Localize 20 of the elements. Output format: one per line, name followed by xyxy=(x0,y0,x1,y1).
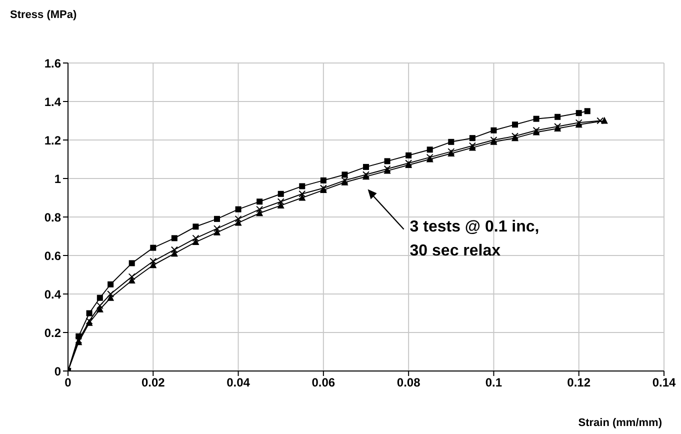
y-axis-title: Stress (MPa) xyxy=(10,9,77,21)
x-tick-label: 0.08 xyxy=(396,376,421,390)
x-tick-label: 0.1 xyxy=(485,376,502,390)
y-tick-label: 1.4 xyxy=(44,94,62,109)
y-tick-label: 1 xyxy=(54,172,62,186)
x-axis-title: Strain (mm/mm) xyxy=(578,417,662,429)
y-tick-label: 0.2 xyxy=(44,326,62,340)
x-tick-label: 0.02 xyxy=(141,376,166,390)
y-tick-label: 1.6 xyxy=(44,56,62,70)
y-tick-label: 0.6 xyxy=(44,248,62,263)
y-tick-label: 0.4 xyxy=(44,287,62,302)
x-tick-label: 0 xyxy=(64,376,72,390)
x-tick-label: 0.06 xyxy=(312,376,336,390)
x-tick-label: 0.12 xyxy=(567,376,591,390)
annotation: 3 tests @ 0.1 inc, 30 sec relax xyxy=(410,218,540,260)
y-tick-label: 0 xyxy=(54,364,62,378)
x-tick-label: 0.14 xyxy=(652,376,676,390)
y-tick-label: 1.2 xyxy=(44,133,62,148)
x-tick-label: 0.04 xyxy=(226,376,250,390)
y-tick-label: 0.8 xyxy=(44,210,62,224)
